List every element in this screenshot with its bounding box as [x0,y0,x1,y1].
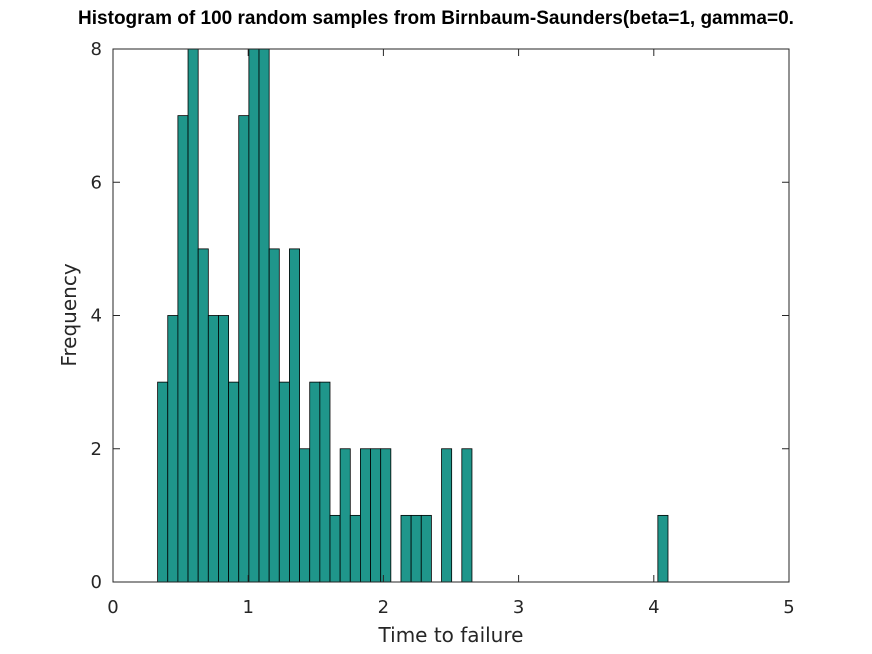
x-axis-ticks: 0 1 2 3 4 5 [107,49,795,618]
histogram-bar [258,48,270,583]
histogram-bar [420,514,432,583]
y-tick-label: 8 [91,39,102,60]
x-tick-label: 3 [513,597,524,618]
histogram-bar [289,248,300,583]
histogram-bar [380,448,392,583]
y-tick-label: 4 [91,306,102,327]
y-tick-label: 2 [91,439,102,460]
y-axis-ticks: 0 2 4 6 8 [91,39,789,593]
histogram-bar [441,448,453,583]
histogram-bar [329,514,341,583]
histogram-bar [299,448,311,583]
histogram-bar [360,448,371,583]
x-tick-label: 1 [242,597,253,618]
histogram-bar [248,48,260,583]
histogram-bar [400,514,412,583]
histogram-bar [370,448,382,583]
y-tick-label: 6 [91,172,102,193]
histogram-bar [461,448,473,583]
histogram-bar [167,315,179,583]
histogram-bar [349,514,361,583]
x-tick-label: 0 [107,597,118,618]
histogram-bar [238,115,250,583]
y-axis-label: Frequency [57,263,81,366]
histogram-bar [339,448,351,583]
histogram-bar [228,381,240,583]
histogram-bar [177,115,189,583]
histogram-bar [268,248,280,583]
histogram-bar [309,381,321,583]
histogram-bar [319,381,331,583]
chart-title: Histogram of 100 random samples from Bir… [78,8,794,29]
histogram-bar [218,315,229,583]
histogram-bar [207,315,219,583]
histogram-bar [410,514,422,583]
histogram-bar [187,48,199,583]
histogram-bar [657,514,669,583]
x-tick-label: 2 [378,597,389,618]
x-tick-label: 5 [783,597,794,618]
x-axis-label: Time to failure [378,623,524,647]
x-tick-label: 4 [648,597,659,618]
y-tick-label: 0 [91,572,102,593]
histogram-bar [157,381,169,583]
bars-group [157,48,669,583]
histogram-bar [278,381,290,583]
histogram-bar [197,248,209,583]
